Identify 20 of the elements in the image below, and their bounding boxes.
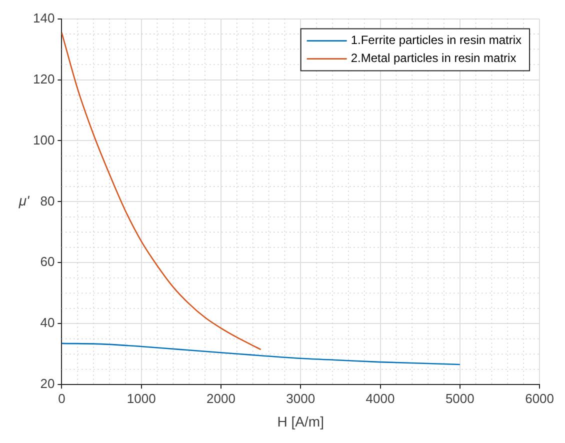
x-tick-label: 1000 — [126, 390, 156, 406]
x-tick-label: 2000 — [206, 390, 236, 406]
x-tick-label: 4000 — [366, 390, 395, 406]
y-tick-label: 20 — [40, 376, 55, 392]
y-tick-label: 140 — [32, 10, 55, 26]
x-tick-label: 3000 — [286, 390, 316, 406]
line-series — [62, 32, 262, 350]
y-tick-label: 40 — [40, 315, 55, 330]
y-axis-title: μ' — [18, 192, 30, 209]
y-tick-label: 80 — [40, 193, 55, 208]
x-tick-label: 0 — [58, 390, 66, 406]
y-tick-label: 120 — [32, 71, 55, 86]
x-axis-title: H [A/m] — [277, 413, 324, 430]
x-tick-label: 5000 — [445, 390, 474, 406]
legend-label: 1.Ferrite particles in resin matrix — [350, 33, 522, 48]
line-series — [62, 342, 461, 366]
y-tick-label: 100 — [32, 132, 55, 148]
x-tick-label: 6000 — [525, 390, 554, 406]
y-tick-label: 60 — [40, 254, 55, 270]
legend-label: 2.Metal particles in resin matrix — [350, 51, 516, 66]
